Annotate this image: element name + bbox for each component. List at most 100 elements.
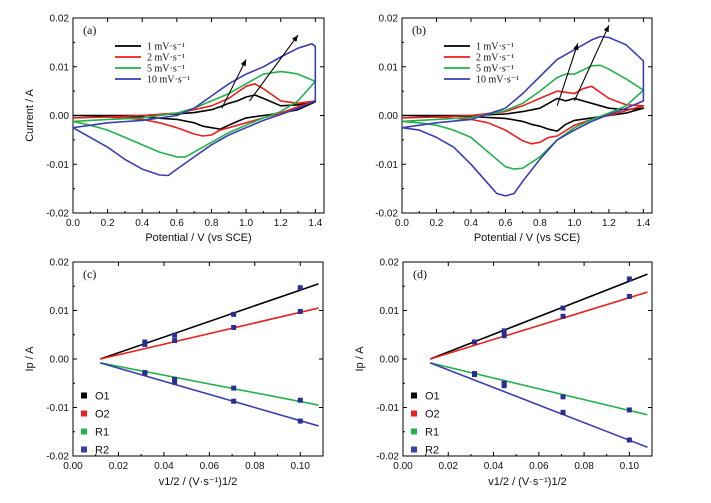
data-point-r1 [172,376,178,382]
panel-c: -0.02 -0.01 0.00 0.01 0.02 0.00 0.02 0.04 0.06 0.… [24,258,324,488]
legend-label-3: 5 mV·s⁻¹ [147,64,185,75]
fit-line-o1 [429,273,648,360]
fit-line-r1 [100,362,319,406]
data-point-o1 [231,311,237,317]
y-tick-label: -0.02 [46,209,69,220]
panel-a: -0.02 -0.01 0.00 0.01 0.02 0.0 0.2 0.4 0.6 0.8 1.0… [24,14,325,244]
trend-arrow [221,59,247,109]
y-tick-label: -0.02 [46,452,69,463]
cv-curve-1 [73,94,317,130]
y-axis-label: Current / A [24,89,36,142]
data-point-r2 [297,418,303,424]
data-point-r2 [231,398,237,404]
legend-label-4: 10 mV·s⁻¹ [476,75,519,86]
data-point-o2 [472,339,478,345]
y-tick-label: 0.00 [50,355,70,366]
x-tick-label: 0.00 [393,461,413,472]
data-point-r1 [297,397,303,403]
data-point-o2 [231,324,237,330]
x-tick-label: 0.8 [533,218,547,229]
cv-curve-3 [402,64,645,170]
x-tick-label: 0.6 [498,218,512,229]
plot-area [402,25,645,197]
legend-label-r1: R1 [425,427,439,439]
y-tick-label: 0.02 [50,14,70,25]
data-point-r2 [142,370,148,376]
y-tick-label: 0.02 [380,258,400,269]
y-tick-label: -0.01 [376,403,399,414]
data-point-o1 [172,332,178,338]
x-tick-label: 1.4 [636,218,650,229]
x-tick-label: 0.0 [66,218,80,229]
y-tick-label: -0.01 [46,160,69,171]
x-tick-label: 0.8 [205,218,219,229]
x-tick-label: 0.6 [170,218,184,229]
trend-arrow [573,25,610,102]
legend-marker-o2 [81,410,87,417]
x-tick-label: 0.04 [484,461,504,472]
legend-label-2: 2 mV·s⁻¹ [476,53,514,64]
legend-label-o1: O1 [425,391,440,403]
y-tick-label: 0.00 [50,111,70,122]
x-axis-label: Potential / V (vs SCE) [145,232,251,244]
legend-label-1: 1 mV·s⁻¹ [476,42,514,53]
trend-arrow [249,34,299,102]
x-tick-label: 0.02 [439,461,459,472]
data-point-r2 [172,379,178,385]
plot-area [100,283,319,427]
data-point-r1 [560,394,566,400]
x-tick-label: 0.2 [430,218,444,229]
x-tick-label: 0.02 [109,461,129,472]
y-tick-label: 0.01 [50,62,70,73]
panel-letter: (d) [413,267,427,281]
cv-curve-4 [402,35,645,197]
legend-label-o2: O2 [425,409,440,421]
data-point-r2 [626,437,632,443]
x-axis-label: v1/2 / (V·s⁻¹)1/2 [159,476,238,488]
y-axis-label: Ip / A [24,346,36,372]
legend-marker-o1 [411,392,417,399]
panel-d: -0.02 -0.01 0.00 0.01 0.02 0.00 0.02 0.04 0.06 0.… [354,258,653,488]
data-point-r2 [472,372,478,378]
data-point-o1 [501,328,507,334]
cv-curve-2 [73,83,317,137]
plot-area [429,273,648,449]
x-tick-label: 1.0 [567,218,581,229]
panel-letter: (b) [412,23,426,37]
x-tick-label: 1.0 [239,218,253,229]
data-point-o2 [172,338,178,344]
legend-marker-r2 [81,446,87,453]
y-tick-label: 0.00 [380,355,400,366]
legend-label-3: 5 mV·s⁻¹ [476,64,514,75]
data-point-o2 [297,308,303,314]
panel-b: -0.02 -0.01 0.00 0.01 0.02 0.0 0.2 0.4 0.6 0.8 1.0… [375,14,653,244]
plot-frame [402,261,653,457]
data-point-r2 [560,409,566,415]
fit-line-r2 [429,362,648,449]
data-point-o2 [560,313,566,319]
x-tick-label: 0.4 [135,218,149,229]
legend-label-4: 10 mV·s⁻¹ [147,75,190,86]
trend-arrow-head [603,25,609,33]
x-tick-label: 0.08 [574,461,594,472]
trend-arrow [556,43,579,106]
x-tick-label: 1.2 [602,218,616,229]
fit-line-o2 [429,291,648,360]
y-tick-label: -0.02 [376,452,399,463]
y-tick-label: 0.01 [379,62,399,73]
y-tick-label: 0.00 [379,111,399,122]
y-tick-label: -0.02 [375,209,398,220]
x-tick-label: 1.4 [308,218,322,229]
plot-area [73,34,317,177]
y-tick-label: 0.01 [50,306,70,317]
x-tick-label: 1.2 [274,218,288,229]
legend-marker-r1 [81,428,87,435]
fit-line-r1 [429,362,648,416]
legend-label-2: 2 mV·s⁻¹ [147,53,185,64]
data-point-o2 [142,341,148,347]
y-axis-label: Ip / A [354,346,366,372]
trend-arrow-head [573,43,579,51]
x-tick-label: 0.00 [63,461,83,472]
x-tick-label: 0.06 [529,461,549,472]
